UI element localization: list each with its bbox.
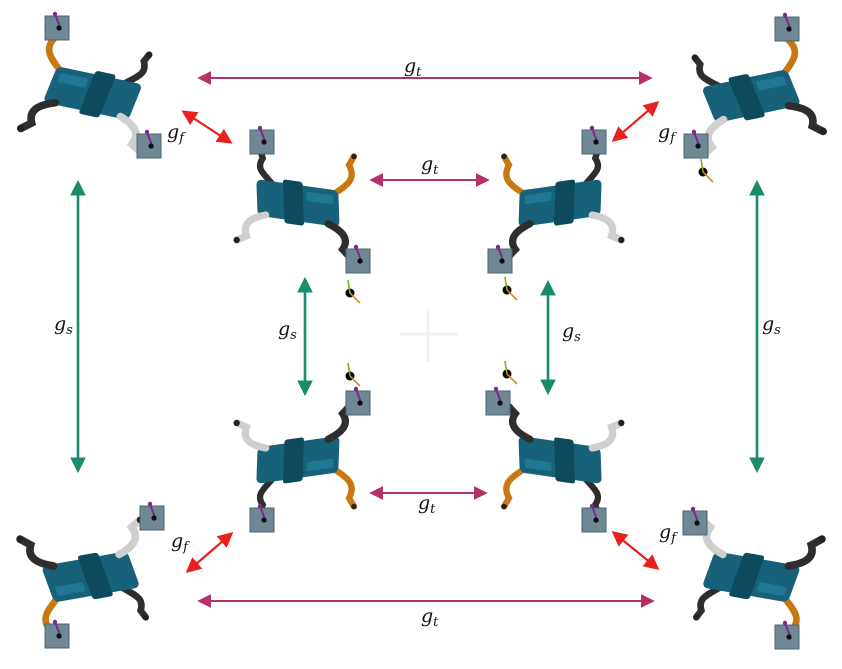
label-gs-right-inner: gs [562, 320, 581, 345]
label-gt-bottom-inner: gt [418, 492, 436, 517]
label-gs-left-inner: gs [278, 318, 297, 343]
label-gt-bottom-outer: gt [421, 605, 439, 630]
label-gf-bottom-right: gf [659, 521, 678, 546]
robot-inner-top-right [488, 126, 625, 300]
label-gt-top-outer: gt [404, 55, 422, 80]
flip-arrow-top-right [614, 103, 657, 140]
label-gs-left-outer: gs [54, 313, 73, 338]
robot-inner-top-left [233, 126, 370, 303]
robot-inner-bottom-left [233, 363, 370, 532]
label-gt-top-inner: gt [421, 153, 439, 178]
flip-arrow-top-left [184, 112, 230, 142]
robot-outer-top-left [17, 12, 166, 158]
robot-outer-bottom-left [16, 502, 164, 648]
label-gf-bottom-left: gf [171, 530, 190, 555]
label-gf-top-left: gf [167, 121, 186, 146]
label-gs-right-outer: gs [762, 313, 781, 338]
flip-arrow-bottom-left [188, 534, 231, 571]
center-cross [400, 308, 458, 362]
robot-outer-bottom-right [680, 507, 826, 649]
robot-outer-top-right [678, 13, 827, 182]
flip-arrow-bottom-right [614, 533, 657, 568]
label-gf-top-right: gf [658, 121, 677, 146]
robot-inner-bottom-right [486, 361, 625, 532]
